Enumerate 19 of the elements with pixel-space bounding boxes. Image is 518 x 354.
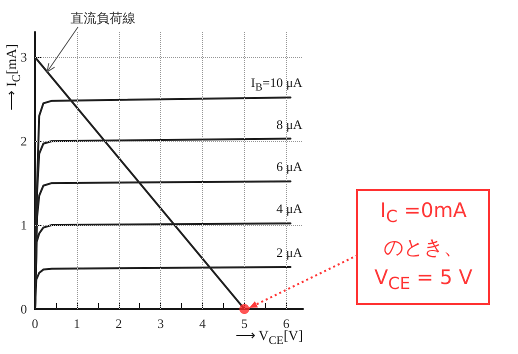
x-tick-label: 6 — [283, 316, 290, 331]
x-tick-label: 2 — [116, 316, 122, 331]
x-tick-label: 4 — [199, 316, 206, 331]
series-label: 6 μA — [276, 159, 302, 176]
series-label: 4 μA — [276, 201, 302, 218]
x-axis-title: ⟶ V$_{CE}$[V] — [235, 329, 303, 347]
y-tick-label: 3 — [20, 50, 27, 65]
x-tick-label: 3 — [157, 316, 164, 331]
annotation: 直流負荷線 — [70, 10, 136, 26]
x-tick-label: 5 — [241, 316, 248, 331]
series-label: 8 μA — [276, 116, 302, 133]
y-tick-label: 1 — [20, 218, 27, 233]
y-tick-label: 0 — [20, 302, 27, 316]
x-tick-label: 0 — [32, 316, 38, 331]
annotation: I$_{C}$ =0mA のとき、 V$_{CE}$ = 5 V — [356, 189, 490, 305]
x-tick-label: 1 — [74, 316, 80, 331]
y-tick-label: 2 — [20, 134, 27, 149]
series-label: 2 μA — [276, 245, 302, 262]
series-label: I$_{B}$=10 μA — [250, 75, 302, 94]
